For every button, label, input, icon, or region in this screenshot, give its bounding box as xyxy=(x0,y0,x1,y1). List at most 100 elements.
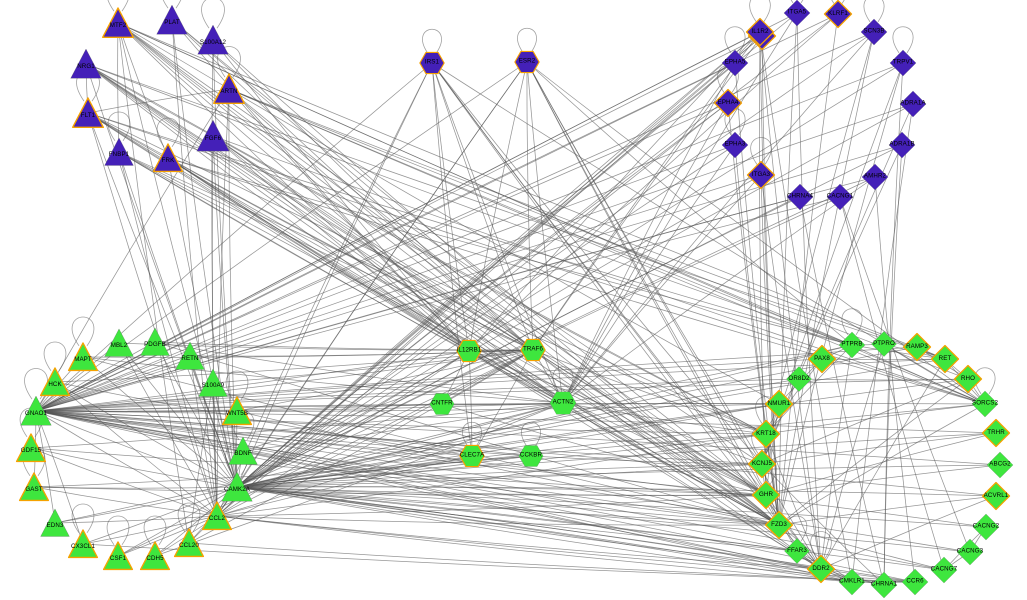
edge xyxy=(778,62,904,526)
graph-node-ccr6[interactable]: CCR6 xyxy=(901,568,930,597)
edge xyxy=(118,342,238,488)
edge xyxy=(117,22,534,351)
graph-node-cacng3[interactable]: CACNG3 xyxy=(956,538,985,567)
graph-node-esr2[interactable]: ESR2 xyxy=(514,49,541,76)
edge xyxy=(228,88,534,351)
edge xyxy=(35,410,945,571)
graph-node-ccl2[interactable]: CCL2 xyxy=(201,500,233,532)
edge xyxy=(468,31,761,352)
graph-node-ghr[interactable]: GHR xyxy=(751,480,781,510)
graph-node-fnbp1[interactable]: FNBP1 xyxy=(103,136,135,168)
edge xyxy=(35,378,800,412)
graph-node-klrf1[interactable]: KLRF1 xyxy=(823,0,853,29)
graph-node-clec7a[interactable]: CLEC7A xyxy=(459,443,486,470)
graph-node-ramp3[interactable]: RAMP3 xyxy=(902,332,932,362)
edge xyxy=(441,349,534,405)
graph-node-chrna1[interactable]: CHRNA1 xyxy=(870,571,899,600)
graph-node-actn2[interactable]: ACTN2 xyxy=(549,389,578,418)
graph-node-mapt[interactable]: MAPT xyxy=(67,341,99,373)
edge xyxy=(236,144,736,488)
graph-node-ptpro[interactable]: PTPRO xyxy=(870,330,898,358)
graph-node-acvrl1[interactable]: ACVRL1 xyxy=(981,481,1011,511)
graph-node-traf6[interactable]: TRAF6 xyxy=(520,337,547,364)
edge xyxy=(820,343,885,570)
graph-node-cntfr[interactable]: CNTFR xyxy=(429,391,456,418)
graph-node-irs1[interactable]: IRS1 xyxy=(419,50,446,77)
graph-node-mtf2[interactable]: MTF2 xyxy=(101,6,135,40)
graph-node-adra1b[interactable]: ADRA1B xyxy=(888,131,917,160)
graph-node-sorcs2[interactable]: SORCS2 xyxy=(971,390,1000,419)
graph-node-cacng7[interactable]: CACNG7 xyxy=(930,556,959,585)
graph-node-kcnj5[interactable]: KCNJ5 xyxy=(747,449,777,479)
graph-node-plat[interactable]: PLAT xyxy=(155,3,189,37)
self-loop-edge xyxy=(143,515,167,546)
graph-node-epha3[interactable]: EPHA3 xyxy=(721,131,750,160)
graph-node-bdnf[interactable]: BDNF xyxy=(227,435,259,467)
graph-node-fgf6[interactable]: FGF6 xyxy=(195,118,231,154)
self-loop-edge xyxy=(201,0,225,29)
graph-node-nmur1[interactable]: NMUR1 xyxy=(764,389,794,419)
graph-node-ddr2[interactable]: DDR2 xyxy=(806,554,836,584)
self-loop-edge xyxy=(724,26,746,54)
edge xyxy=(236,432,997,488)
graph-node-nrg1[interactable]: NRG1 xyxy=(69,47,103,81)
graph-node-cx3cl1[interactable]: CX3CL1 xyxy=(67,528,99,560)
graph-node-pdgfb[interactable]: PDGFB xyxy=(139,326,171,358)
edge xyxy=(167,157,986,405)
edge xyxy=(85,63,564,404)
edge xyxy=(212,39,470,352)
graph-node-il12rb1[interactable]: IL12RB1 xyxy=(456,338,483,365)
graph-node-il1r2[interactable]: IL1R2 xyxy=(745,17,775,47)
edge xyxy=(211,39,218,517)
edge xyxy=(441,403,767,496)
graph-node-epha5[interactable]: EPHA5 xyxy=(721,49,750,78)
edge xyxy=(87,112,218,517)
edge xyxy=(228,88,470,352)
graph-node-camk2a[interactable]: CAMK2A xyxy=(220,470,254,504)
edge xyxy=(761,463,885,586)
graph-node-scn3b[interactable]: SCN3B xyxy=(860,18,889,47)
graph-node-csf1[interactable]: CSF1 xyxy=(102,540,134,572)
graph-node-gast[interactable]: GAST xyxy=(18,471,50,503)
edge xyxy=(118,151,767,435)
self-loop-edge xyxy=(462,421,482,447)
edge xyxy=(35,196,801,412)
graph-node-cckbr[interactable]: CCKBR xyxy=(518,443,545,470)
graph-node-cdh5[interactable]: CDH5 xyxy=(139,540,171,572)
graph-node-frk[interactable]: FRK xyxy=(152,142,184,174)
edge xyxy=(765,432,997,496)
edge xyxy=(35,61,528,412)
graph-node-ccl20[interactable]: CCL20 xyxy=(173,527,205,559)
edge xyxy=(171,19,780,526)
graph-node-trpv1[interactable]: TRPV1 xyxy=(889,49,918,78)
graph-node-epha4[interactable]: EPHA4 xyxy=(713,88,743,118)
graph-node-krt18[interactable]: KRT18 xyxy=(751,419,781,449)
graph-node-gdf15[interactable]: GDF15 xyxy=(15,432,47,464)
edge xyxy=(761,378,969,465)
graph-node-abcg2[interactable]: ABCG2 xyxy=(986,451,1015,480)
graph-node-chrna4[interactable]: CHRNA4 xyxy=(786,183,815,212)
edge xyxy=(431,62,763,465)
graph-node-fzd3[interactable]: FZD3 xyxy=(764,510,794,540)
graph-node-amhr2[interactable]: AMHR2 xyxy=(861,163,890,192)
edge xyxy=(236,486,987,528)
graph-node-artn[interactable]: ARTN xyxy=(212,72,246,106)
self-loop-edge xyxy=(552,366,574,394)
edge xyxy=(118,342,218,517)
graph-node-itga5[interactable]: ITGA5 xyxy=(783,0,812,28)
graph-node-ptprb[interactable]: PTPRB xyxy=(838,331,867,360)
edge xyxy=(82,356,238,488)
edge xyxy=(562,62,736,404)
graph-node-wnt5b[interactable]: WNT5B xyxy=(221,395,253,427)
graph-node-mbl2[interactable]: MBL2 xyxy=(103,327,135,359)
graph-node-flt1[interactable]: FLT1 xyxy=(71,96,105,130)
graph-node-itga3[interactable]: ITGA3 xyxy=(746,160,776,190)
graph-node-trhr[interactable]: TRHR xyxy=(981,418,1011,448)
graph-node-s100a12[interactable]: S100A12 xyxy=(196,23,230,57)
graph-node-cmklr1[interactable]: CMKLR1 xyxy=(838,568,867,597)
graph-node-gnao1[interactable]: GNAO1 xyxy=(19,394,53,428)
graph-node-cacng1[interactable]: CACNG1 xyxy=(826,183,855,212)
graph-node-adra1a[interactable]: ADRA1A xyxy=(899,90,928,119)
edge xyxy=(236,196,801,488)
